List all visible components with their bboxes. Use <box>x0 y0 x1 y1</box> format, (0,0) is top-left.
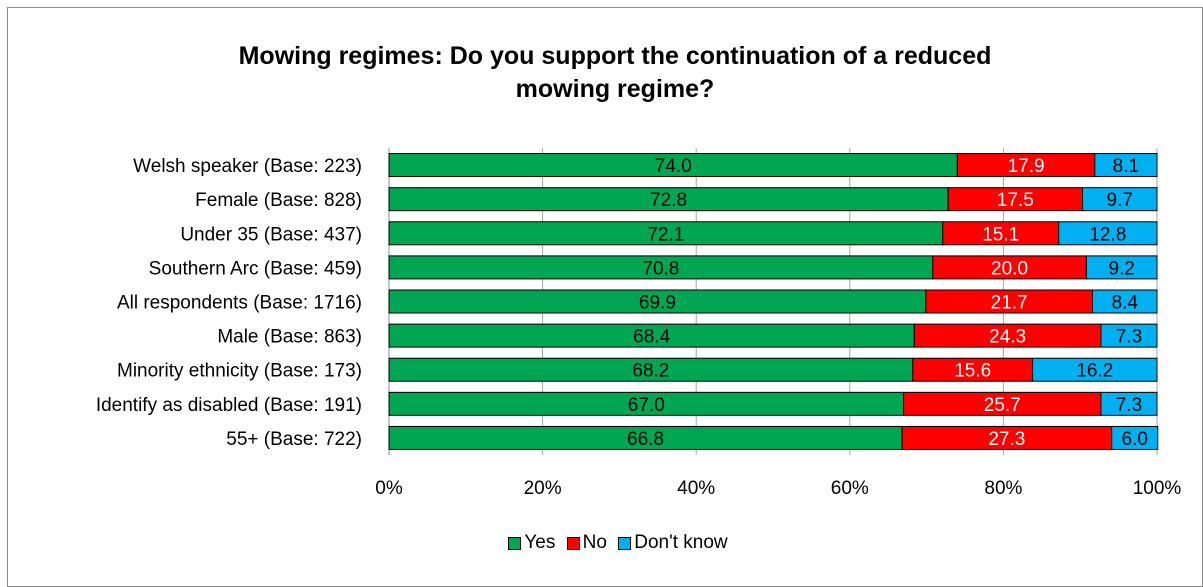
data-label: 8.1 <box>1113 156 1139 177</box>
bar-segment <box>1100 391 1158 416</box>
x-tick-label: 60% <box>831 478 869 499</box>
data-label: 8.4 <box>1112 293 1139 314</box>
chart-title: Mowing regimes: Do you support the conti… <box>0 40 1203 106</box>
data-label: 12.8 <box>1089 224 1126 245</box>
data-label: 6.0 <box>1122 429 1148 450</box>
data-label: 68.4 <box>633 327 670 348</box>
bar-segment <box>1082 187 1158 212</box>
legend-label-dont-know: Don't know <box>634 532 728 553</box>
x-tick-label: 100% <box>1133 478 1182 499</box>
category-label: Identify as disabled (Base: 191) <box>96 395 362 416</box>
data-label: 17.5 <box>997 190 1034 211</box>
bar-segment <box>1100 323 1158 348</box>
data-label: 24.3 <box>989 327 1026 348</box>
category-label: Under 35 (Base: 437) <box>180 224 362 245</box>
bar-segment <box>1085 255 1158 280</box>
legend-swatch-no <box>566 536 580 550</box>
chart-title-line-1: Mowing regimes: Do you support the conti… <box>238 42 992 70</box>
data-label: 72.8 <box>650 190 687 211</box>
category-label: Welsh speaker (Base: 223) <box>133 156 362 177</box>
data-label: 72.1 <box>647 224 684 245</box>
category-label: Minority ethnicity (Base: 173) <box>117 361 362 382</box>
bar-segment <box>1058 221 1158 246</box>
legend-item-dont-know: Don't know <box>618 532 728 554</box>
bar-segment <box>1091 289 1158 314</box>
chart-title-line-2: mowing regime? <box>515 75 715 103</box>
x-tick-label: 20% <box>524 478 562 499</box>
bar-segment <box>1111 425 1159 450</box>
legend-swatch-dont-know <box>618 536 632 550</box>
data-label: 16.2 <box>1076 361 1113 382</box>
legend-label-yes: Yes <box>524 532 556 553</box>
data-label: 7.3 <box>1116 395 1142 416</box>
legend-item-yes: Yes <box>508 532 555 554</box>
x-tick-label: 0% <box>375 478 403 499</box>
stacked-bar-chart: 0% 20% 40% 60% 80% 100% Welsh speaker (Base: 2… <box>96 148 1182 499</box>
data-label: 15.1 <box>982 224 1019 245</box>
x-tick-label: 40% <box>677 478 715 499</box>
category-label: 55+ (Base: 722) <box>226 429 362 450</box>
data-label: 17.9 <box>1008 156 1045 177</box>
data-label: 69.9 <box>639 293 676 314</box>
data-label: 20.0 <box>991 258 1028 279</box>
legend-label-no: No <box>582 532 607 553</box>
data-label: 27.3 <box>988 429 1025 450</box>
data-label: 15.6 <box>954 361 991 382</box>
legend-swatch-yes <box>508 536 522 550</box>
category-label: Female (Base: 828) <box>195 190 362 211</box>
chart-legend: Yes No Don't know <box>0 532 1203 556</box>
legend-item-no: No <box>566 532 607 554</box>
data-label: 70.8 <box>642 258 679 279</box>
data-label: 9.2 <box>1108 258 1134 279</box>
category-label: Male (Base: 863) <box>217 327 362 348</box>
category-label: All respondents (Base: 1716) <box>117 293 362 314</box>
bar-segment <box>1094 153 1158 178</box>
data-label: 68.2 <box>632 361 669 382</box>
data-label: 74.0 <box>655 156 692 177</box>
x-tick-label: 80% <box>984 478 1022 499</box>
data-label: 25.7 <box>984 395 1021 416</box>
category-label: Southern Arc (Base: 459) <box>149 258 362 279</box>
bar-segment <box>1032 357 1158 382</box>
data-label: 7.3 <box>1116 327 1142 348</box>
data-label: 9.7 <box>1107 190 1133 211</box>
data-label: 66.8 <box>627 429 664 450</box>
data-label: 67.0 <box>628 395 665 416</box>
data-label: 21.7 <box>991 293 1028 314</box>
